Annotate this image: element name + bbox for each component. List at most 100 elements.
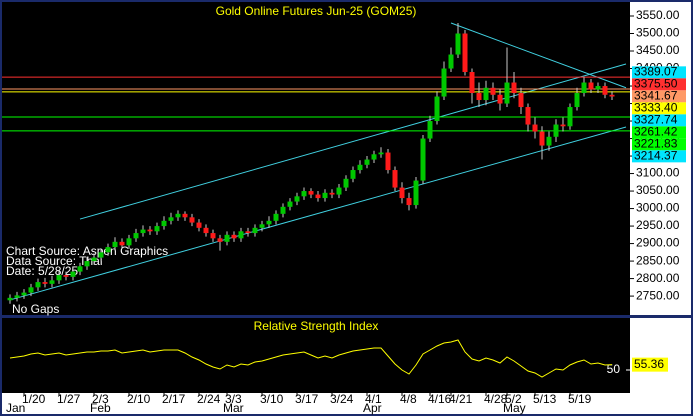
chart-title: Gold Online Futures Jun-25 (GOM25) [216, 4, 417, 18]
y-tick-label: 3500.00 [636, 26, 680, 40]
rsi-label: 55.36 [634, 357, 664, 371]
price-panel [2, 2, 630, 315]
candle-body [574, 93, 580, 108]
level-label: 3221.83 [634, 137, 678, 151]
x-tick-label: 4/28 [484, 392, 508, 406]
y-tick-label: 3050.00 [636, 183, 680, 197]
candle-body [469, 72, 475, 94]
candle-body [77, 266, 83, 272]
candle-body [413, 180, 419, 206]
x-tick-label: 4/1 [365, 392, 382, 406]
candle-body [196, 222, 202, 228]
month-label: Apr [363, 401, 382, 415]
candle-body [553, 124, 559, 137]
candle-body [238, 231, 244, 239]
candle-body [441, 68, 447, 97]
annotation: Data Source: Thai [6, 254, 103, 268]
candle-body [154, 226, 160, 232]
candle-body [175, 213, 181, 218]
candle-body [567, 107, 573, 127]
candle-body [56, 275, 62, 281]
candle-body [105, 247, 111, 253]
candle-body [287, 201, 293, 207]
level-box [632, 102, 686, 115]
annotation: No Gaps [12, 302, 59, 316]
candle-body [119, 241, 125, 246]
x-tick-label: 5/19 [568, 392, 592, 406]
candle-body [350, 170, 356, 179]
candle-body [315, 194, 321, 199]
candle-body [7, 297, 13, 301]
candle-body [357, 164, 363, 171]
candle-body [511, 82, 517, 94]
candle-body [497, 94, 503, 104]
month-label: Jan [6, 401, 25, 415]
rsi-tick-label: 50 [607, 362, 621, 376]
candle-body [399, 187, 405, 199]
y-tick-label: 3100.00 [636, 166, 680, 180]
candle-body [35, 282, 41, 288]
candle-body [266, 220, 272, 225]
candle-body [259, 224, 265, 228]
x-tick-label: 3/17 [295, 392, 319, 406]
candle-body [301, 191, 307, 197]
rsi-panel [2, 318, 630, 393]
candle-body [378, 152, 384, 155]
candle-body [392, 170, 398, 188]
date-axis [2, 393, 691, 414]
candle-body [455, 33, 461, 55]
candle-body [217, 238, 223, 242]
y-tick-label: 2900.00 [636, 236, 680, 250]
x-tick-label: 2/24 [197, 392, 221, 406]
candle-body [84, 261, 90, 267]
level-box [632, 114, 686, 127]
x-tick-label: 3/24 [330, 392, 354, 406]
candle-body [483, 87, 489, 101]
candle-body [133, 233, 139, 239]
candle-body [427, 121, 433, 139]
candle-body [322, 192, 328, 199]
candle-body [581, 82, 587, 94]
level-box [632, 126, 686, 139]
y-tick-label: 2800.00 [636, 271, 680, 285]
candle-body [189, 217, 195, 223]
candle-body [525, 107, 531, 125]
candle-body [329, 192, 335, 195]
candle-body [476, 93, 482, 101]
candle-body [588, 82, 594, 90]
candle-body [336, 187, 342, 195]
x-tick-label: 4/16 [428, 392, 452, 406]
annotation: Chart Source: Aspen Graphics [6, 244, 168, 258]
candle-body [140, 229, 146, 234]
candle-body [91, 257, 97, 262]
candle-body [210, 233, 216, 239]
annotation: Date: 5/28/25 [6, 264, 78, 278]
rsi-box [632, 357, 668, 372]
level-box [632, 150, 686, 163]
x-tick-label: 2/17 [162, 392, 186, 406]
candle-body [609, 94, 615, 97]
level-label: 3327.74 [634, 113, 678, 127]
candle-body [28, 287, 34, 293]
month-label: Mar [223, 401, 244, 415]
month-label: May [503, 401, 526, 415]
candle-body [532, 124, 538, 132]
candle-body [406, 198, 412, 206]
candle-body [371, 154, 377, 160]
candle-body [112, 241, 118, 248]
candle-body [308, 191, 314, 195]
y-tick-label: 3000.00 [636, 201, 680, 215]
candle-body [126, 238, 132, 246]
candle-body [273, 213, 279, 221]
x-tick-label: 3/10 [260, 392, 284, 406]
candle-body [231, 234, 237, 239]
candle-body [49, 280, 55, 284]
rsi-axis [630, 318, 691, 393]
level-box [632, 66, 686, 79]
candle-body [434, 96, 440, 122]
month-label: Feb [90, 401, 111, 415]
x-tick-label: 5/2 [505, 392, 522, 406]
y-tick-label: 2950.00 [636, 218, 680, 232]
candle-body [602, 86, 608, 95]
candle-body [343, 178, 349, 188]
